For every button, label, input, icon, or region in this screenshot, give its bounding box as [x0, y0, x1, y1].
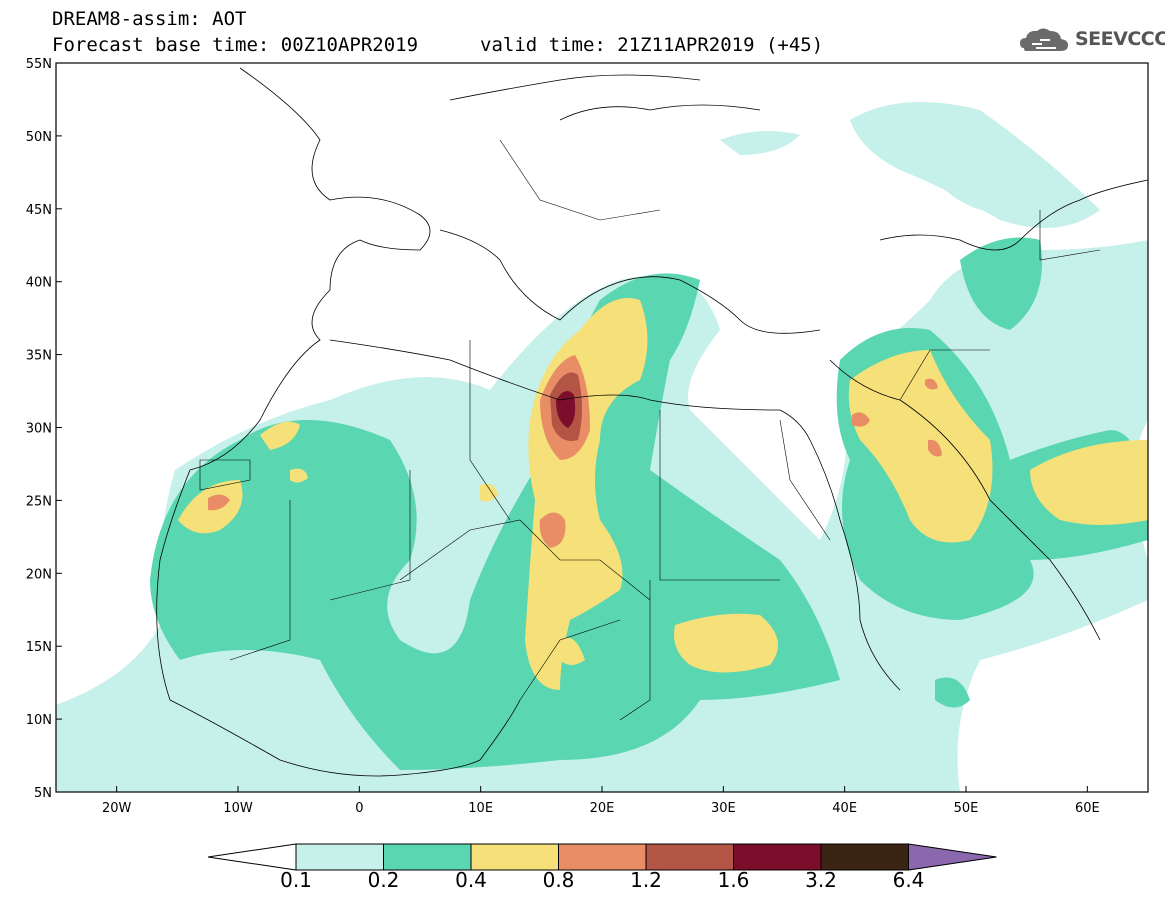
lon-label: 20W: [102, 801, 132, 816]
aot-field: [56, 67, 1148, 792]
lat-label: 20N: [26, 567, 52, 582]
lon-label: 20E: [590, 801, 615, 816]
lon-label: 50E: [954, 801, 979, 816]
lat-label: 35N: [26, 349, 52, 364]
map-title: DREAM8-assim: AOT: [52, 8, 247, 30]
forecast-base-time: Forecast base time: 00Z10APR2019: [52, 34, 419, 56]
logo-text: SEEVCCC: [1075, 28, 1165, 50]
lon-label: 10W: [223, 801, 253, 816]
lon-label: 0: [355, 801, 363, 816]
lat-label: 5N: [34, 786, 52, 801]
valid-time: valid time: 21Z11APR2019 (+45): [480, 34, 824, 56]
lon-label: 40E: [832, 801, 857, 816]
colorbar-label: 0.1: [280, 868, 312, 892]
country-borders: [199, 139, 1101, 721]
colorbar-label: 0.8: [542, 868, 575, 892]
lat-label: 15N: [26, 640, 52, 655]
colorbar-label: 3.2: [805, 868, 837, 892]
colorbar-label: 1.2: [630, 868, 662, 892]
cloud-icon: [1020, 28, 1068, 51]
colorbar-label: 0.4: [455, 868, 487, 892]
lat-label: 55N: [26, 57, 52, 72]
colorbar-label: 0.2: [367, 868, 400, 892]
lat-label: 30N: [26, 422, 52, 437]
lat-label: 45N: [26, 203, 52, 218]
colorbar-label: 6.4: [892, 868, 925, 892]
colorbar-label: 1.6: [717, 868, 750, 892]
lat-label: 50N: [26, 130, 52, 145]
lon-label: 60E: [1075, 801, 1100, 816]
lon-label: 30E: [711, 801, 736, 816]
axis-ticks: 55N 50N 45N 40N 35N 30N 25N 20N 15N 10N 5N 20W 10W 0 1…: [26, 57, 1100, 816]
lat-label: 40N: [26, 276, 52, 291]
lat-label: 25N: [26, 494, 52, 509]
coastlines: [156, 67, 1148, 777]
lat-label: 10N: [26, 713, 52, 728]
lon-label: 10E: [468, 801, 493, 816]
